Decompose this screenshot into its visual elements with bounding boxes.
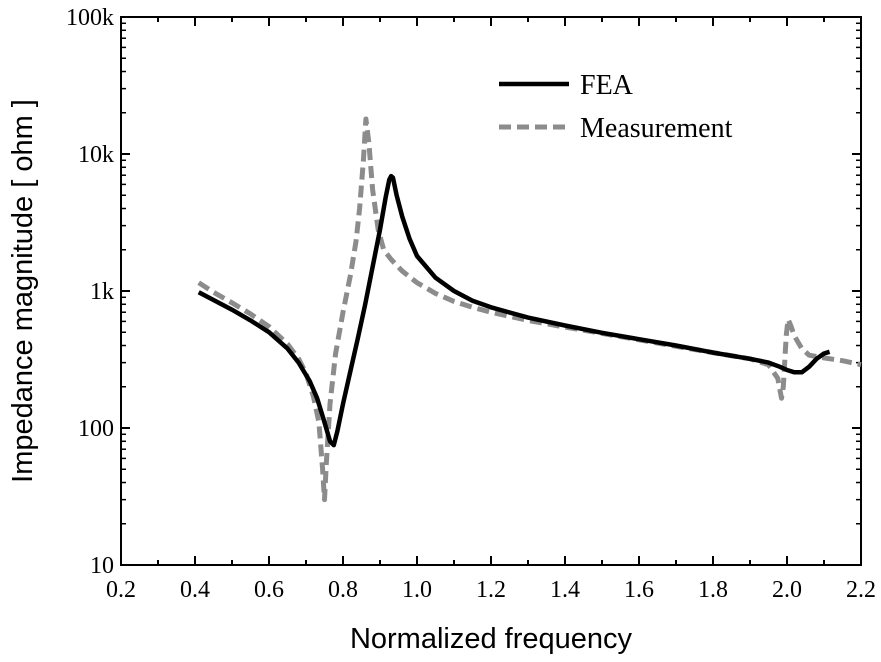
x-tick-label: 1.6 — [624, 577, 654, 603]
legend-label-measurement: Measurement — [580, 113, 733, 144]
x-tick-label: 1.8 — [698, 577, 728, 603]
x-axis-ticks — [120, 17, 862, 565]
series-line-measurement — [197, 116, 862, 503]
legend-label-fea: FEA — [580, 70, 634, 101]
x-tick-label: 1.4 — [550, 577, 580, 603]
x-tick-label: 2.0 — [772, 577, 802, 603]
y-tick-label: 100 — [78, 416, 114, 442]
legend: FEA Measurement — [499, 70, 733, 144]
y-tick-label: 1k — [90, 279, 114, 305]
x-axis-tick-labels: 0.2 0.4 0.6 0.8 1.0 1.2 1.4 1.6 1.8 2.0 2.2 — [106, 577, 876, 603]
plot-area-border — [120, 16, 862, 566]
y-tick-label: 100k — [66, 5, 114, 31]
series-layer — [197, 116, 862, 503]
x-tick-label: 0.6 — [254, 577, 284, 603]
x-tick-label: 0.2 — [106, 577, 136, 603]
x-tick-label: 0.4 — [180, 577, 210, 603]
plot-frame — [120, 16, 862, 566]
x-tick-label: 1.2 — [476, 577, 506, 603]
x-tick-label: 0.8 — [328, 577, 358, 603]
x-axis-title: Normalized frequency — [350, 623, 633, 655]
series-line-fea — [197, 173, 831, 448]
y-axis-ticks — [121, 16, 861, 566]
x-tick-label: 2.2 — [846, 577, 876, 603]
y-axis-tick-labels: 10 100 1k 10k 100k — [66, 5, 114, 579]
y-axis-title: Impedance magnitude [ ohm ] — [7, 99, 39, 483]
y-tick-label: 10 — [90, 553, 114, 579]
y-tick-label: 10k — [78, 142, 114, 168]
x-tick-label: 1.0 — [402, 577, 432, 603]
